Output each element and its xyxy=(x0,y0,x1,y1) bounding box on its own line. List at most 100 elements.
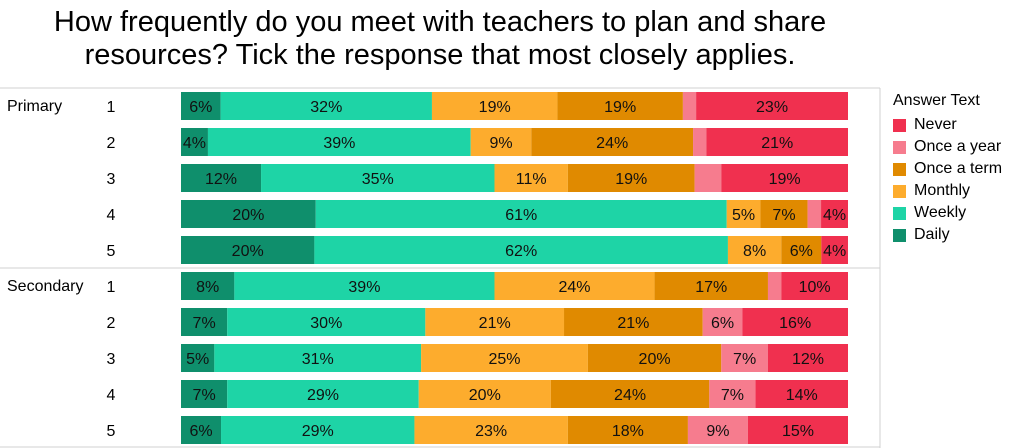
data-label: 7% xyxy=(733,351,756,368)
bar-segment xyxy=(781,236,822,264)
bar-segment xyxy=(742,308,848,336)
bar-segment xyxy=(693,128,707,156)
bar-segment xyxy=(207,128,471,156)
chart-title-line-2: resources? Tick the response that most c… xyxy=(84,39,796,71)
data-label: 8% xyxy=(196,279,219,296)
row-label: 2 xyxy=(107,135,116,152)
legend-item: Monthly xyxy=(893,180,1002,202)
bar-segment xyxy=(227,380,419,408)
data-label: 24% xyxy=(596,135,628,152)
row-label: 3 xyxy=(107,171,116,188)
legend-label: Weekly xyxy=(914,204,967,221)
bar-segment xyxy=(181,128,208,156)
bar-segment xyxy=(755,380,848,408)
bar-segment xyxy=(494,164,568,192)
data-label: 8% xyxy=(743,243,766,260)
bar-segment xyxy=(261,164,495,192)
data-label: 7% xyxy=(193,387,216,404)
legend-label: Daily xyxy=(914,226,950,243)
data-label: 29% xyxy=(302,423,334,440)
data-label: 6% xyxy=(189,99,212,116)
legend-label: Never xyxy=(914,116,957,133)
bar-segment xyxy=(821,200,848,228)
legend-swatch xyxy=(893,140,906,154)
legend-item: Once a term xyxy=(893,158,1002,180)
bar-segment xyxy=(425,308,565,336)
legend-swatch xyxy=(893,184,906,198)
bar-segment xyxy=(567,164,695,192)
data-label: 19% xyxy=(604,99,636,116)
data-label: 30% xyxy=(310,315,342,332)
bar-segment xyxy=(694,164,722,192)
data-label: 5% xyxy=(186,351,209,368)
bar-segment xyxy=(531,128,694,156)
row-label: 4 xyxy=(107,207,116,224)
data-label: 5% xyxy=(732,207,755,224)
data-label: 21% xyxy=(761,135,793,152)
data-label: 14% xyxy=(786,387,818,404)
bar-segment xyxy=(227,308,426,336)
legend-swatch xyxy=(893,228,906,242)
bar-segment xyxy=(767,272,782,300)
bar-segment xyxy=(181,92,221,120)
data-label: 24% xyxy=(614,387,646,404)
legend-label: Once a term xyxy=(914,160,1003,177)
bar-segment xyxy=(721,344,768,372)
data-label: 19% xyxy=(769,171,801,188)
bar-segment xyxy=(682,92,697,120)
bar-segment xyxy=(494,272,655,300)
bar-segment xyxy=(181,272,235,300)
bar-segment xyxy=(181,416,222,444)
chart-title-line-1: How frequently do you meet with teachers… xyxy=(53,6,827,38)
row-label: 1 xyxy=(107,279,116,296)
legend-item: Daily xyxy=(893,224,1002,246)
bar-segment xyxy=(721,164,848,192)
bar-segment xyxy=(726,200,761,228)
bar-segment xyxy=(687,416,748,444)
data-label: 6% xyxy=(790,243,813,260)
bar-segment xyxy=(181,380,228,408)
bar-segment xyxy=(587,344,722,372)
data-label: 18% xyxy=(612,423,644,440)
data-label: 20% xyxy=(232,243,264,260)
chart-title: How frequently do you meet with teachers… xyxy=(0,6,880,72)
data-label: 35% xyxy=(362,171,394,188)
row-label: 3 xyxy=(107,351,116,368)
bar-segment xyxy=(557,92,683,120)
data-label: 21% xyxy=(479,315,511,332)
bar-segment xyxy=(821,236,848,264)
bar-segment xyxy=(421,344,588,372)
data-label: 17% xyxy=(695,279,727,296)
data-label: 16% xyxy=(779,315,811,332)
data-label: 15% xyxy=(782,423,814,440)
data-label: 23% xyxy=(475,423,507,440)
data-label: 7% xyxy=(721,387,744,404)
legend: Answer Text Never Once a year Once a term M… xyxy=(893,92,1002,246)
data-label: 23% xyxy=(756,99,788,116)
row-label: 1 xyxy=(107,99,116,116)
bar-segment xyxy=(702,308,743,336)
legend-label: Once a year xyxy=(914,138,1002,155)
bar-segment xyxy=(221,416,415,444)
data-label: 39% xyxy=(348,279,380,296)
legend-item: Once a year xyxy=(893,136,1002,158)
bar-segment xyxy=(431,92,558,120)
bar-segment xyxy=(706,128,848,156)
data-label: 4% xyxy=(823,207,846,224)
legend-swatch xyxy=(893,206,906,220)
bar-segment xyxy=(654,272,768,300)
bar-segment xyxy=(314,236,728,264)
bar-segment xyxy=(709,380,756,408)
data-label: 7% xyxy=(193,315,216,332)
bar-segment xyxy=(781,272,848,300)
data-label: 12% xyxy=(205,171,237,188)
data-label: 39% xyxy=(323,135,355,152)
row-label: 5 xyxy=(107,423,116,440)
bar-segment xyxy=(807,200,822,228)
data-label: 19% xyxy=(479,99,511,116)
bar-segment xyxy=(414,416,568,444)
data-label: 21% xyxy=(617,315,649,332)
legend-swatch xyxy=(893,118,906,132)
bar-segment xyxy=(767,344,848,372)
